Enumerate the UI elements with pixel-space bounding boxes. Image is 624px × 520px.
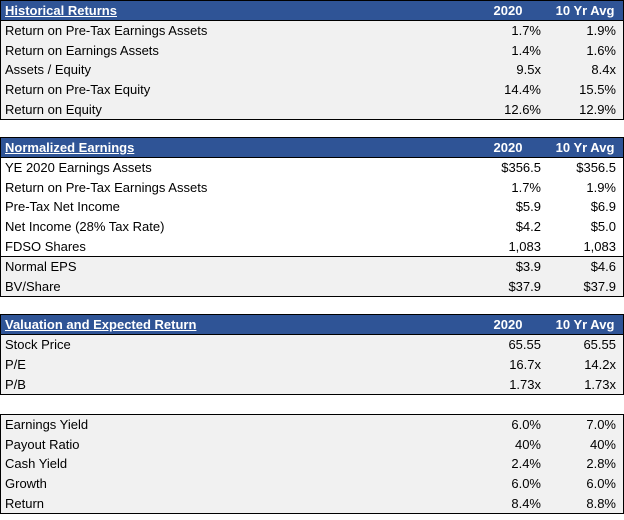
column-header-2020: 2020	[493, 139, 523, 155]
table-row: Return on Pre-Tax Equity 14.4% 15.5%	[1, 79, 623, 100]
table-row: Pre-Tax Net Income $5.9 $6.9	[1, 197, 623, 217]
section-normalized-earnings: Normalized Earnings 2020 10 Yr Avg YE 20…	[0, 136, 624, 298]
table-row: P/E 16.7x 14.2x	[1, 354, 623, 375]
value-10yr-avg: 1.9%	[586, 23, 616, 39]
section-header: Valuation and Expected Return 2020 10 Yr…	[1, 315, 623, 336]
value-10yr-avg: $4.6	[590, 259, 616, 275]
table-row: Stock Price 65.55 65.55	[1, 335, 623, 355]
value-10yr-avg: 14.2x	[584, 357, 616, 373]
row-label: FDSO Shares	[5, 238, 86, 254]
section-title: Valuation and Expected Return	[5, 317, 197, 333]
value-2020: $4.2	[515, 219, 541, 235]
value-10yr-avg: 7.0%	[586, 417, 616, 433]
value-2020: $5.9	[515, 199, 541, 215]
value-2020: $356.5	[501, 160, 541, 176]
row-label: Earnings Yield	[5, 417, 89, 433]
value-10yr-avg: 1,083	[583, 238, 616, 254]
value-2020: $37.9	[508, 278, 541, 294]
value-2020: 1,083	[508, 238, 541, 254]
row-label: Return on Pre-Tax Earnings Assets	[5, 23, 208, 39]
value-2020: 1.73x	[509, 376, 541, 392]
value-2020: 6.0%	[511, 475, 541, 491]
row-label: YE 2020 Earnings Assets	[5, 160, 152, 176]
value-10yr-avg: $6.9	[590, 199, 616, 215]
value-10yr-avg: 65.55	[583, 337, 616, 353]
row-label: Stock Price	[5, 337, 71, 353]
value-2020: 12.6%	[504, 101, 541, 117]
table-row: Growth 6.0% 6.0%	[1, 473, 623, 494]
table-row: BV/Share $37.9 $37.9	[1, 276, 623, 297]
table-row: Return on Equity 12.6% 12.9%	[1, 99, 623, 119]
table-row: Return on Pre-Tax Earnings Assets 1.7% 1…	[1, 21, 623, 41]
value-10yr-avg: 1.73x	[584, 376, 616, 392]
row-label: Payout Ratio	[5, 436, 80, 452]
value-10yr-avg: 40%	[589, 436, 616, 452]
row-label: Normal EPS	[5, 259, 77, 275]
table-row: Cash Yield 2.4% 2.8%	[1, 454, 623, 474]
row-label: P/E	[5, 357, 26, 373]
row-label: Cash Yield	[5, 456, 68, 472]
row-label: BV/Share	[5, 278, 61, 294]
section-title: Normalized Earnings	[5, 139, 135, 155]
column-header-2020: 2020	[493, 3, 523, 18]
table-row: FDSO Shares 1,083 1,083	[1, 236, 623, 256]
value-2020: 9.5x	[516, 62, 541, 78]
table-row: Payout Ratio 40% 40%	[1, 434, 623, 455]
section-header: Historical Returns 2020 10 Yr Avg	[1, 1, 623, 21]
value-10yr-avg: $5.0	[590, 219, 616, 235]
row-label: Pre-Tax Net Income	[5, 199, 120, 215]
row-label: Net Income (28% Tax Rate)	[5, 219, 165, 235]
row-label: Return on Equity	[5, 101, 102, 117]
section-header: Normalized Earnings 2020 10 Yr Avg	[1, 137, 623, 158]
row-label: Assets / Equity	[5, 62, 91, 78]
value-10yr-avg: 6.0%	[586, 475, 616, 491]
value-10yr-avg: 1.6%	[586, 42, 616, 58]
value-2020: 65.55	[508, 337, 541, 353]
value-2020: 8.4%	[511, 495, 541, 511]
value-2020: 40%	[514, 436, 541, 452]
table-row: Return on Pre-Tax Earnings Assets 1.7% 1…	[1, 177, 623, 198]
value-10yr-avg: 1.9%	[586, 179, 616, 195]
value-2020: 14.4%	[504, 82, 541, 98]
value-10yr-avg: $356.5	[576, 160, 616, 176]
value-2020: 2.4%	[511, 456, 541, 472]
value-10yr-avg: 12.9%	[579, 101, 616, 117]
table-row: Net Income (28% Tax Rate) $4.2 $5.0	[1, 216, 623, 237]
value-10yr-avg: 15.5%	[579, 82, 616, 98]
table-row: YE 2020 Earnings Assets $356.5 $356.5	[1, 157, 623, 178]
column-header-2020: 2020	[493, 317, 523, 333]
row-label: P/B	[5, 376, 26, 392]
table-row: Return 8.4% 8.8%	[1, 493, 623, 513]
value-10yr-avg: 8.4x	[591, 62, 616, 78]
value-10yr-avg: 2.8%	[586, 456, 616, 472]
value-2020: 1.7%	[511, 23, 541, 39]
section-title: Historical Returns	[5, 3, 117, 18]
value-2020: 1.4%	[511, 42, 541, 58]
row-label: Return on Earnings Assets	[5, 42, 159, 58]
row-label: Return on Pre-Tax Earnings Assets	[5, 179, 208, 195]
section-historical-returns: Historical Returns 2020 10 Yr Avg Return…	[0, 0, 624, 120]
value-2020: $3.9	[515, 259, 541, 275]
row-label: Return on Pre-Tax Equity	[5, 82, 151, 98]
value-10yr-avg: 8.8%	[586, 495, 616, 511]
value-2020: 16.7x	[509, 357, 541, 373]
column-header-10yr-avg: 10 Yr Avg	[555, 139, 615, 155]
column-header-10yr-avg: 10 Yr Avg	[555, 317, 615, 333]
section-valuation-expected-return: Valuation and Expected Return 2020 10 Yr…	[0, 314, 624, 395]
summary-box: Normal EPS $3.9 $4.6 BV/Share $37.9 $37.…	[1, 255, 623, 297]
table-row: P/B 1.73x 1.73x	[1, 374, 623, 394]
table-row: Assets / Equity 9.5x 8.4x	[1, 60, 623, 80]
column-header-10yr-avg: 10 Yr Avg	[555, 3, 615, 18]
table-row: Earnings Yield 6.0% 7.0%	[1, 414, 623, 435]
value-2020: 1.7%	[511, 179, 541, 195]
value-10yr-avg: $37.9	[583, 278, 616, 294]
table-row: Normal EPS $3.9 $4.6	[1, 256, 623, 277]
value-2020: 6.0%	[511, 417, 541, 433]
section-return-buildup: Earnings Yield 6.0% 7.0% Payout Ratio 40…	[0, 413, 624, 514]
row-label: Growth	[5, 475, 47, 491]
table-row: Return on Earnings Assets 1.4% 1.6%	[1, 40, 623, 61]
row-label: Return	[5, 495, 45, 511]
